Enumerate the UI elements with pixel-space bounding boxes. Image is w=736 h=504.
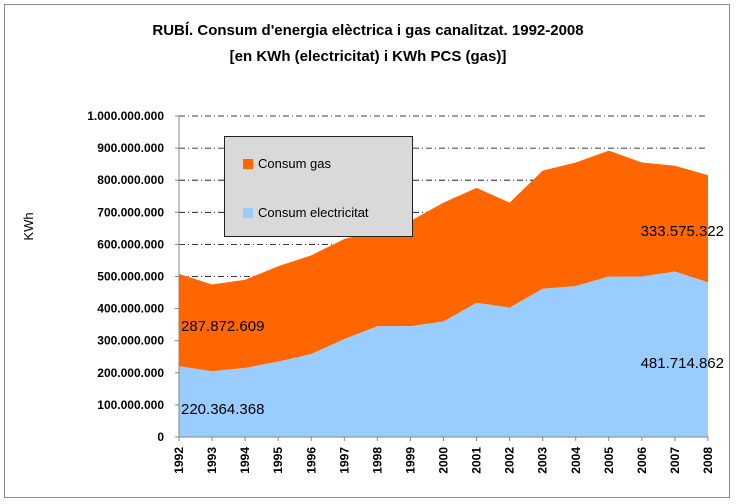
x-tick-label: 2002 bbox=[503, 447, 517, 474]
data-label: 220.364.368 bbox=[181, 401, 264, 418]
data-label: 287.872.609 bbox=[181, 318, 264, 335]
x-tick-label: 1997 bbox=[337, 447, 351, 474]
x-tick-label: 2001 bbox=[470, 447, 484, 474]
x-tick-label: 1995 bbox=[271, 447, 285, 474]
legend-swatch-gas bbox=[243, 158, 253, 169]
y-tick-label: 0 bbox=[157, 430, 164, 444]
x-tick-label: 2003 bbox=[536, 447, 550, 474]
x-tick-label: 2006 bbox=[635, 447, 649, 474]
y-tick-label: 200.000.000 bbox=[97, 366, 164, 380]
chart-legend: Consum gas Consum electricitat bbox=[224, 136, 413, 237]
legend-item-electricitat: Consum electricitat bbox=[243, 205, 369, 220]
y-tick-label: 800.000.000 bbox=[97, 173, 164, 187]
x-tick-label: 2007 bbox=[668, 447, 682, 474]
x-tick-label: 1994 bbox=[238, 447, 252, 474]
x-tick-label: 2005 bbox=[602, 447, 616, 474]
y-tick-label: 900.000.000 bbox=[97, 141, 164, 155]
y-tick-label: 700.000.000 bbox=[97, 205, 164, 219]
chart-subtitle: [en KWh (electricitat) i KWh PCS (gas)] bbox=[229, 48, 507, 65]
area-consum-gas bbox=[179, 150, 708, 372]
legend-label-gas: Consum gas bbox=[258, 156, 331, 171]
data-label: 481.714.862 bbox=[641, 355, 724, 372]
x-tick-label: 1998 bbox=[370, 447, 384, 474]
legend-label-electricitat: Consum electricitat bbox=[258, 205, 369, 220]
y-tick-label: 1.000.000.000 bbox=[87, 109, 164, 123]
y-tick-label: 300.000.000 bbox=[97, 334, 164, 348]
legend-swatch-electricitat bbox=[243, 207, 253, 218]
area-consum-electricitat bbox=[179, 271, 708, 437]
y-tick-label: 500.000.000 bbox=[97, 270, 164, 284]
y-tick-label: 100.000.000 bbox=[97, 398, 164, 412]
legend-item-gas: Consum gas bbox=[243, 156, 331, 171]
chart-title: RUBÍ. Consum d'energia elèctrica i gas c… bbox=[152, 22, 584, 39]
data-label: 333.575.322 bbox=[641, 223, 724, 240]
y-axis-title: KWh bbox=[21, 212, 36, 240]
x-tick-label: 1993 bbox=[205, 447, 219, 474]
x-tick-label: 2008 bbox=[701, 447, 715, 474]
x-tick-label: 1996 bbox=[304, 447, 318, 474]
y-tick-label: 400.000.000 bbox=[97, 302, 164, 316]
y-tick-label: 600.000.000 bbox=[97, 237, 164, 251]
x-tick-label: 1999 bbox=[403, 447, 417, 474]
x-tick-label: 1992 bbox=[172, 447, 186, 474]
x-tick-label: 2000 bbox=[437, 447, 451, 474]
x-tick-label: 2004 bbox=[569, 447, 583, 474]
